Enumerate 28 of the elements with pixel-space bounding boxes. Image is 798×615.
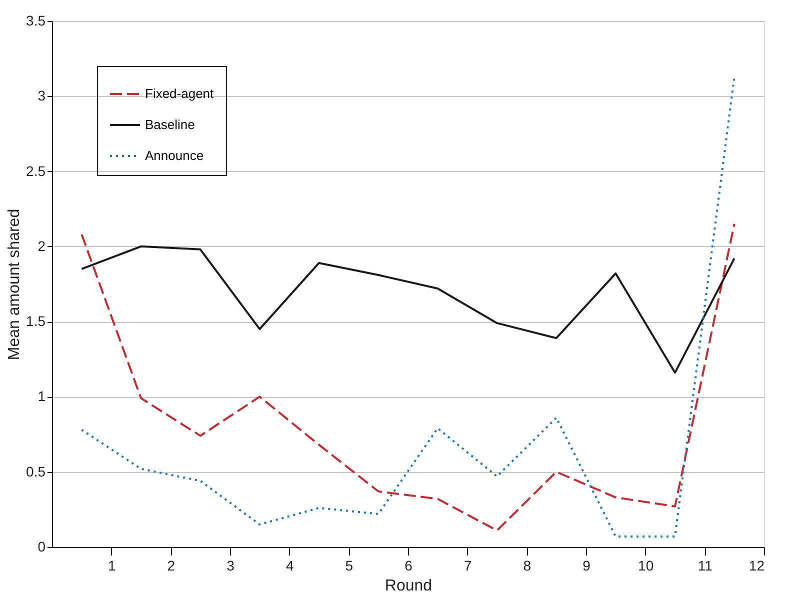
x-axis-title: Round xyxy=(384,578,432,594)
x-tick-label: 12 xyxy=(748,558,765,574)
x-tick-label: 9 xyxy=(582,558,591,574)
x-tick-label: 8 xyxy=(523,558,532,574)
y-tick-label: 0 xyxy=(38,538,46,554)
x-tick-label: 1 xyxy=(108,558,116,574)
x-tick-label: 7 xyxy=(464,558,472,574)
x-tick-label: 4 xyxy=(286,558,294,574)
x-tick-label: 3 xyxy=(226,558,235,574)
line-series xyxy=(80,245,736,374)
legend-label: Fixed-agent xyxy=(145,86,214,101)
y-tick-label: 2 xyxy=(38,238,46,254)
y-tick-label: 2.5 xyxy=(26,162,46,179)
x-tick-label: 2 xyxy=(167,558,176,574)
y-tick-label: 1 xyxy=(38,388,46,404)
x-tick-label: 5 xyxy=(345,558,354,574)
legend-label: Announce xyxy=(145,148,204,163)
y-tick-label: 0.5 xyxy=(26,463,46,480)
legend-label: Baseline xyxy=(145,117,195,132)
y-tick-label: 1.5 xyxy=(26,313,46,330)
line-series xyxy=(80,222,736,532)
x-tick-label: 10 xyxy=(638,558,654,574)
line-series xyxy=(80,76,736,538)
x-tick-label: 6 xyxy=(404,558,413,574)
y-tick-label: 3.5 xyxy=(26,12,46,28)
y-axis-title: Mean amount shared xyxy=(6,208,24,360)
x-tick-label: 11 xyxy=(698,558,713,574)
y-tick-label: 3 xyxy=(38,88,46,104)
